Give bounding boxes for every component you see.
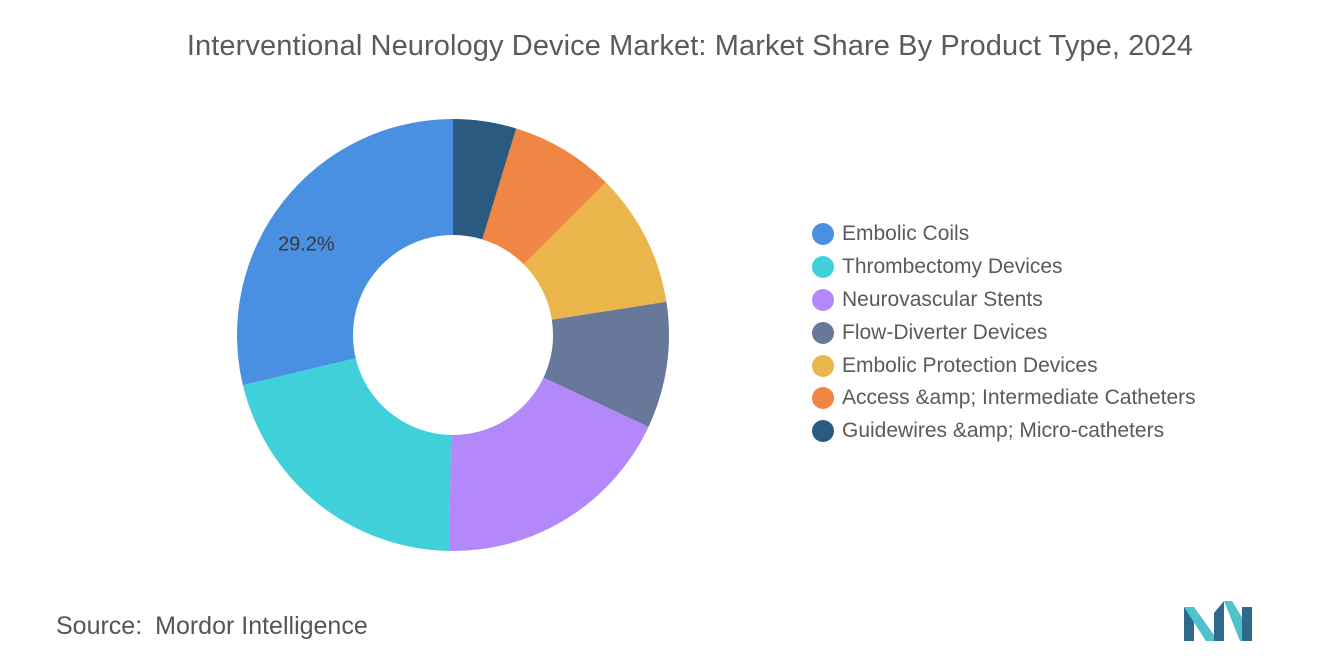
slice-guidewires-amp-micro-catheters [453,119,517,240]
legend-swatch [812,354,834,377]
legend-swatch [812,288,834,311]
source-text: Mordor Intelligence [155,612,368,640]
logo-mid-stroke [1214,601,1224,641]
legend-swatch [812,420,834,443]
legend-label: Flow-Diverter Devices [842,320,1048,344]
data-label: 29.2% [278,234,335,256]
slice-embolic-protection-devices [523,182,667,320]
slice-thrombectomy-devices [242,358,452,551]
logo-left-diagonal [1184,607,1214,641]
legend-label: Guidewires &amp; Micro-catheters [842,419,1165,443]
mordor-intelligence-logo [1184,601,1252,641]
legend-swatch [812,223,834,246]
legend-label: Thrombectomy Devices [842,255,1063,279]
slice-embolic-coils [236,119,453,386]
legend-item: Embolic Coils [812,218,1292,251]
legend-item: Access &amp; Intermediate Catheters [812,382,1292,415]
legend-label: Neurovascular Stents [842,287,1043,311]
legend-item: Embolic Protection Devices [812,349,1292,382]
slice-neurovascular-stents [448,377,649,551]
legend-label: Embolic Coils [842,222,970,246]
source-label: Source: [56,612,143,640]
legend-label: Embolic Protection Devices [842,353,1098,377]
slice-flow-diverter-devices [543,301,670,427]
donut-data-labels: 29.2% [278,234,335,256]
source-line: Source: Mordor Intelligence [56,612,368,641]
legend-item: Thrombectomy Devices [812,251,1292,284]
donut-slices [236,119,670,551]
legend-item: Guidewires &amp; Micro-catheters [812,415,1292,448]
legend-item: Flow-Diverter Devices [812,316,1292,349]
chart-title: Interventional Neurology Device Market: … [186,30,1194,62]
legend-swatch [812,387,834,410]
legend-swatch [812,256,834,279]
legend-label: Access &amp; Intermediate Catheters [842,386,1196,410]
logo-right-stroke [1242,607,1252,641]
legend-swatch [812,321,834,344]
legend-item: Neurovascular Stents [812,284,1292,317]
slice-access-amp-intermediate-catheters [482,128,606,265]
chart-legend: Embolic Coils Thrombectomy Devices Neurova… [812,218,1292,448]
